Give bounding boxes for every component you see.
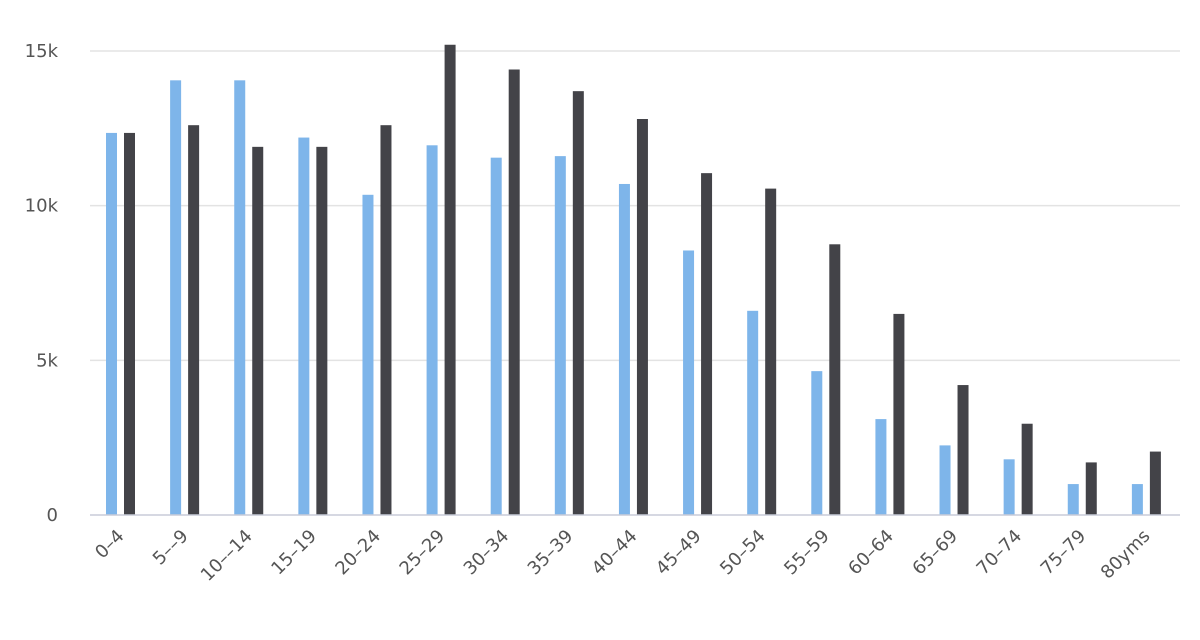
bar-series-2-1[interactable] bbox=[188, 125, 200, 515]
bar-series-1-9[interactable] bbox=[683, 250, 695, 515]
y-tick-label: 15k bbox=[25, 41, 59, 62]
bar-series-1-5[interactable] bbox=[426, 145, 438, 515]
bar-series-1-1[interactable] bbox=[170, 80, 182, 515]
bar-series-2-14[interactable] bbox=[1021, 423, 1033, 515]
bar-series-1-3[interactable] bbox=[298, 137, 310, 515]
x-tick-label: 15–19 bbox=[267, 526, 321, 580]
x-tick-label: 50–54 bbox=[716, 526, 770, 580]
bar-series-1-8[interactable] bbox=[618, 183, 630, 515]
bar-series-1-13[interactable] bbox=[939, 445, 951, 515]
x-tick-label: 80yms bbox=[1097, 526, 1155, 584]
y-tick-label: 0 bbox=[47, 505, 58, 526]
bar-series-1-2[interactable] bbox=[234, 80, 246, 515]
bar-series-1-15[interactable] bbox=[1067, 484, 1079, 515]
bar-series-1-4[interactable] bbox=[362, 194, 374, 515]
x-axis: 0–4 5––9 10––14 15–19 20–24 25–29 30–34 35–39 40… bbox=[91, 526, 1154, 586]
bar-series-1-11[interactable] bbox=[811, 371, 823, 515]
bar-series-1-10[interactable] bbox=[747, 310, 759, 515]
bar-series-1-7[interactable] bbox=[554, 156, 566, 515]
bar-series-2-16[interactable] bbox=[1149, 451, 1161, 515]
bar-series-1-12[interactable] bbox=[875, 419, 887, 515]
bar-series-1-16[interactable] bbox=[1131, 484, 1143, 515]
bar-series-2-12[interactable] bbox=[893, 313, 905, 515]
x-tick-label: 60–64 bbox=[844, 526, 898, 580]
y-tick-label: 10k bbox=[25, 196, 59, 217]
x-tick-label: 5––9 bbox=[149, 526, 193, 570]
x-tick-label: 20–24 bbox=[331, 526, 385, 580]
bar-series-2-8[interactable] bbox=[636, 119, 648, 515]
x-tick-label: 55–59 bbox=[780, 526, 834, 580]
bar-series-2-5[interactable] bbox=[444, 44, 456, 515]
x-tick-label: 10––14 bbox=[197, 526, 257, 586]
x-tick-label: 25–29 bbox=[396, 526, 450, 580]
bar-series-2-6[interactable] bbox=[508, 69, 520, 516]
bar-series-2-4[interactable] bbox=[380, 125, 392, 515]
bar-series-2-0[interactable] bbox=[124, 132, 135, 515]
bar-series-1-14[interactable] bbox=[1003, 459, 1015, 515]
bar-series-2-10[interactable] bbox=[765, 188, 777, 515]
bars bbox=[106, 44, 1161, 516]
y-axis: 0 5k 10k 15k bbox=[25, 41, 59, 526]
bar-series-2-7[interactable] bbox=[572, 91, 584, 515]
x-tick-label: 35–39 bbox=[524, 526, 578, 580]
x-tick-label: 70–74 bbox=[973, 526, 1027, 580]
bar-series-1-6[interactable] bbox=[490, 157, 502, 515]
bar-series-2-11[interactable] bbox=[829, 244, 841, 515]
bar-series-2-3[interactable] bbox=[316, 146, 328, 515]
grid-lines bbox=[90, 50, 1180, 362]
x-tick-label: 40–44 bbox=[588, 526, 642, 580]
bar-series-2-15[interactable] bbox=[1085, 462, 1097, 515]
x-tick-label: 65–69 bbox=[908, 526, 962, 580]
y-tick-label: 5k bbox=[36, 350, 58, 371]
x-tick-label: 30–34 bbox=[460, 526, 514, 580]
x-tick-label: 75–79 bbox=[1037, 526, 1091, 580]
bar-series-1-0[interactable] bbox=[106, 132, 117, 515]
bar-series-2-9[interactable] bbox=[701, 173, 713, 515]
bar-series-2-2[interactable] bbox=[252, 146, 264, 515]
bar-series-2-13[interactable] bbox=[957, 385, 969, 515]
x-tick-label: 45–49 bbox=[652, 526, 706, 580]
x-tick-label: 0–4 bbox=[91, 526, 128, 563]
